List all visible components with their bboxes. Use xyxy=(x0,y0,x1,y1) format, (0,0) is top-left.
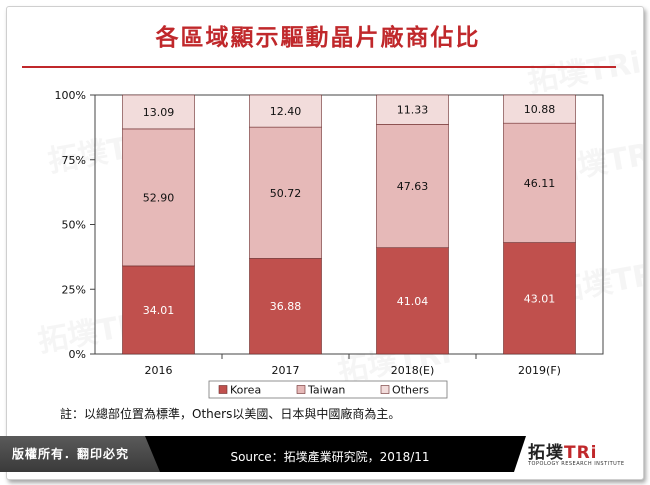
bar-korea xyxy=(376,247,449,355)
x-tick-label: 2018(E) xyxy=(391,364,435,377)
bar-taiwan xyxy=(503,122,576,243)
bar-others xyxy=(122,94,195,130)
bar-taiwan xyxy=(376,124,449,249)
data-label: 47.63 xyxy=(397,180,429,193)
logo-accent: TRi xyxy=(564,443,598,463)
footer-tab xyxy=(0,436,160,472)
logo-box xyxy=(514,436,636,472)
x-tick-label: 2019(F) xyxy=(518,364,561,377)
bar-taiwan xyxy=(249,126,322,259)
bar-others xyxy=(249,94,322,128)
bar-korea xyxy=(249,258,322,355)
data-label: 43.01 xyxy=(524,292,556,305)
data-label: 10.88 xyxy=(524,103,556,116)
title-underline xyxy=(22,66,616,68)
x-tick-label: 2017 xyxy=(272,364,300,377)
bar-others xyxy=(503,94,576,124)
bar-korea xyxy=(503,242,576,355)
chart-title: 各區域顯示驅動晶片廠商佔比 xyxy=(155,24,481,51)
data-label: 46.11 xyxy=(524,177,556,190)
y-tick-label: 25% xyxy=(62,283,86,296)
data-label: 11.33 xyxy=(397,104,429,117)
data-label: 34.01 xyxy=(143,304,175,317)
data-label: 36.88 xyxy=(270,300,302,313)
data-label: 52.90 xyxy=(143,191,175,204)
source-text: Source：拓墣產業研究院，2018/11 xyxy=(230,450,430,464)
logo-subtitle: TOPOLOGY RESEARCH INSTITUTE xyxy=(528,461,625,467)
legend-label-korea: Korea xyxy=(230,384,261,397)
bar-others xyxy=(376,94,449,125)
footnote: 註：以總部位置為標準，Others以美國、日本與中國廠商為主。 xyxy=(60,407,401,421)
x-tick-label: 2016 xyxy=(145,364,173,377)
y-tick-label: 75% xyxy=(62,154,86,167)
copyright-text: 版權所有．翻印必究 xyxy=(12,447,130,461)
legend-swatch-korea xyxy=(218,385,228,394)
data-label: 12.40 xyxy=(270,105,302,118)
bar-taiwan xyxy=(122,128,195,267)
legend-swatch-taiwan xyxy=(296,385,306,394)
data-label: 41.04 xyxy=(397,295,429,308)
legend-swatch-others xyxy=(380,385,390,394)
legend-label-taiwan: Taiwan xyxy=(307,384,345,397)
y-tick-label: 0% xyxy=(69,348,86,361)
data-label: 13.09 xyxy=(143,106,175,119)
tri-logo: 拓墣TRi xyxy=(528,438,598,463)
logo-text: 拓墣 xyxy=(528,443,564,463)
y-tick-label: 100% xyxy=(55,89,86,102)
data-label: 50.72 xyxy=(270,187,302,200)
legend-label-others: Others xyxy=(392,384,429,397)
y-tick-label: 50% xyxy=(62,219,86,232)
